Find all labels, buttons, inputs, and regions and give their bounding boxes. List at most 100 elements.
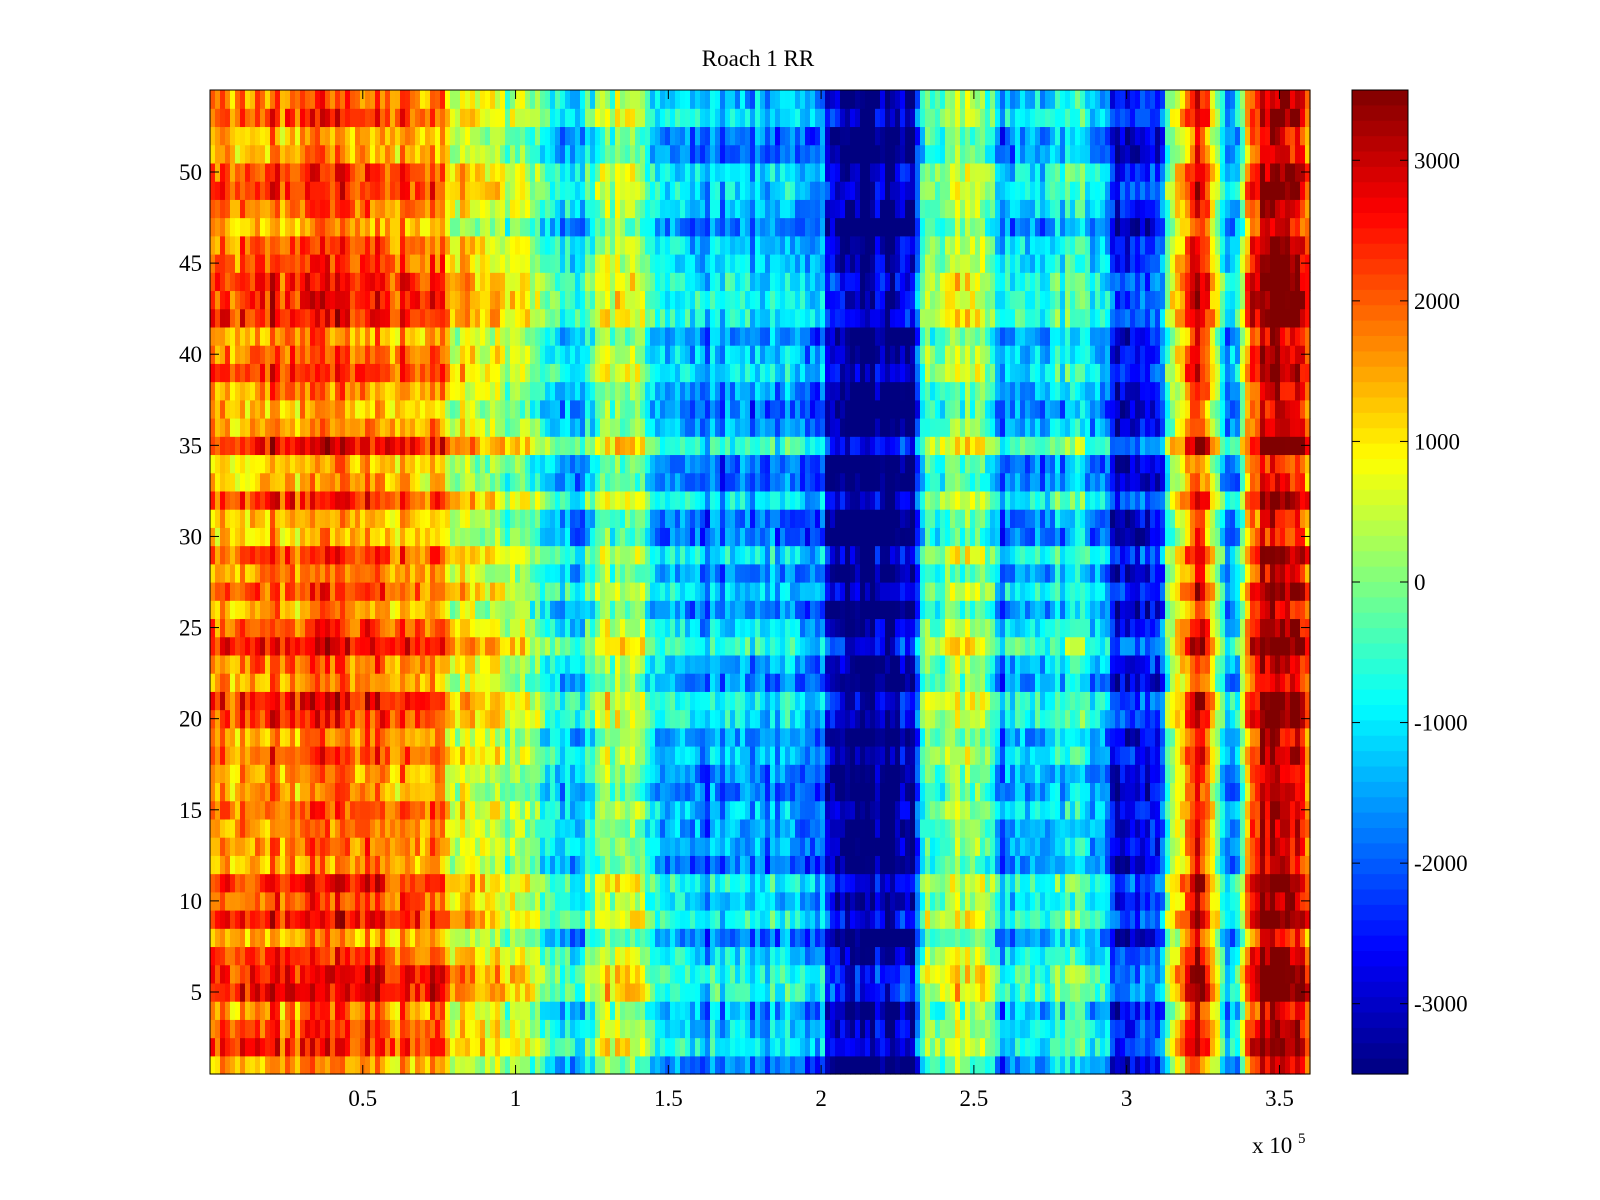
heatmap-cell — [285, 1055, 291, 1075]
heatmap-cell — [485, 563, 491, 583]
heatmap-cell — [230, 982, 236, 1002]
heatmap-cell — [535, 527, 541, 547]
heatmap-cell — [210, 1019, 216, 1039]
heatmap-cell — [595, 381, 601, 401]
heatmap-cell — [625, 1001, 631, 1020]
heatmap-cell — [310, 818, 316, 838]
heatmap-cell — [590, 345, 596, 364]
heatmap-cell — [560, 509, 566, 528]
heatmap-cell — [615, 527, 621, 547]
heatmap-cell — [355, 418, 361, 437]
heatmap-cell — [650, 436, 656, 456]
heatmap-cell — [275, 527, 281, 547]
heatmap-cell — [540, 381, 546, 401]
heatmap-cell — [395, 873, 401, 893]
heatmap-cell — [395, 746, 401, 765]
heatmap-cell — [375, 873, 381, 893]
heatmap-cell — [550, 873, 556, 893]
heatmap-cell — [540, 254, 546, 273]
heatmap-cell — [240, 399, 246, 419]
heatmap-cell — [330, 837, 336, 856]
heatmap-cell — [395, 636, 401, 656]
heatmap-cell — [600, 290, 606, 310]
heatmap-cell — [600, 545, 606, 565]
heatmap-cell — [270, 345, 276, 364]
heatmap-cell — [295, 691, 301, 711]
heatmap-cell — [255, 144, 261, 164]
heatmap-cell — [445, 837, 451, 856]
heatmap-cell — [465, 910, 471, 929]
heatmap-cell — [595, 144, 601, 164]
heatmap-cell — [475, 436, 481, 456]
heatmap-cell — [435, 418, 441, 437]
heatmap-cell — [545, 162, 551, 182]
heatmap-cell — [265, 472, 271, 492]
heatmap-cell — [475, 235, 481, 255]
heatmap-cell — [595, 764, 601, 784]
heatmap-cell — [375, 855, 381, 875]
heatmap-cell — [270, 199, 276, 219]
heatmap-cell — [425, 217, 431, 237]
heatmap-cell — [255, 673, 261, 692]
heatmap-cell — [365, 490, 371, 510]
heatmap-cell — [300, 527, 306, 547]
heatmap-cell — [590, 764, 596, 784]
heatmap-cell — [265, 527, 271, 547]
heatmap-cell — [320, 873, 326, 893]
heatmap-cell — [525, 272, 531, 292]
heatmap-cell — [365, 891, 371, 911]
heatmap-cell — [230, 217, 236, 237]
heatmap-cell — [240, 600, 246, 620]
heatmap-cell — [665, 964, 671, 984]
heatmap-cell — [265, 126, 271, 146]
heatmap-cell — [640, 509, 646, 528]
heatmap-cell — [610, 254, 616, 273]
heatmap-cell — [570, 928, 576, 948]
heatmap-cell — [485, 800, 491, 820]
heatmap-cell — [530, 891, 536, 911]
heatmap-cell — [520, 454, 526, 474]
heatmap-cell — [360, 199, 366, 219]
heatmap-cell — [220, 654, 226, 674]
heatmap-cell — [655, 855, 661, 875]
heatmap-cell — [330, 472, 336, 492]
heatmap-cell — [210, 636, 216, 656]
heatmap-cell — [350, 1001, 356, 1020]
heatmap-cell — [470, 509, 476, 528]
heatmap-cell — [355, 855, 361, 875]
heatmap-cell — [525, 254, 531, 273]
heatmap-cell — [255, 509, 261, 528]
heatmap-cell — [565, 509, 571, 528]
heatmap-cell — [610, 272, 616, 292]
heatmap-cell — [635, 582, 641, 601]
heatmap-cell — [490, 600, 496, 620]
heatmap-cell — [440, 691, 446, 711]
heatmap-cell — [465, 563, 471, 583]
heatmap-cell — [555, 582, 561, 601]
heatmap-cell — [380, 928, 386, 948]
heatmap-cell — [655, 181, 661, 200]
heatmap-cell — [525, 199, 531, 219]
heatmap-cell — [600, 982, 606, 1002]
heatmap-cell — [430, 654, 436, 674]
heatmap-cell — [630, 855, 636, 875]
heatmap-cell — [300, 982, 306, 1002]
heatmap-cell — [460, 345, 466, 364]
heatmap-cell — [615, 144, 621, 164]
heatmap-cell — [465, 1001, 471, 1020]
heatmap-cell — [315, 454, 321, 474]
heatmap-cell — [295, 1019, 301, 1039]
heatmap-cell — [470, 654, 476, 674]
heatmap-cell — [445, 272, 451, 292]
heatmap-cell — [465, 108, 471, 128]
heatmap-cell — [610, 199, 616, 219]
heatmap-cell — [520, 472, 526, 492]
heatmap-cell — [250, 582, 256, 601]
heatmap-cell — [530, 910, 536, 929]
heatmap-cell — [500, 436, 506, 456]
heatmap-cell — [255, 982, 261, 1002]
heatmap-cell — [620, 108, 626, 128]
heatmap-cell — [565, 910, 571, 929]
heatmap-cell — [510, 326, 516, 346]
heatmap-cell — [475, 982, 481, 1002]
